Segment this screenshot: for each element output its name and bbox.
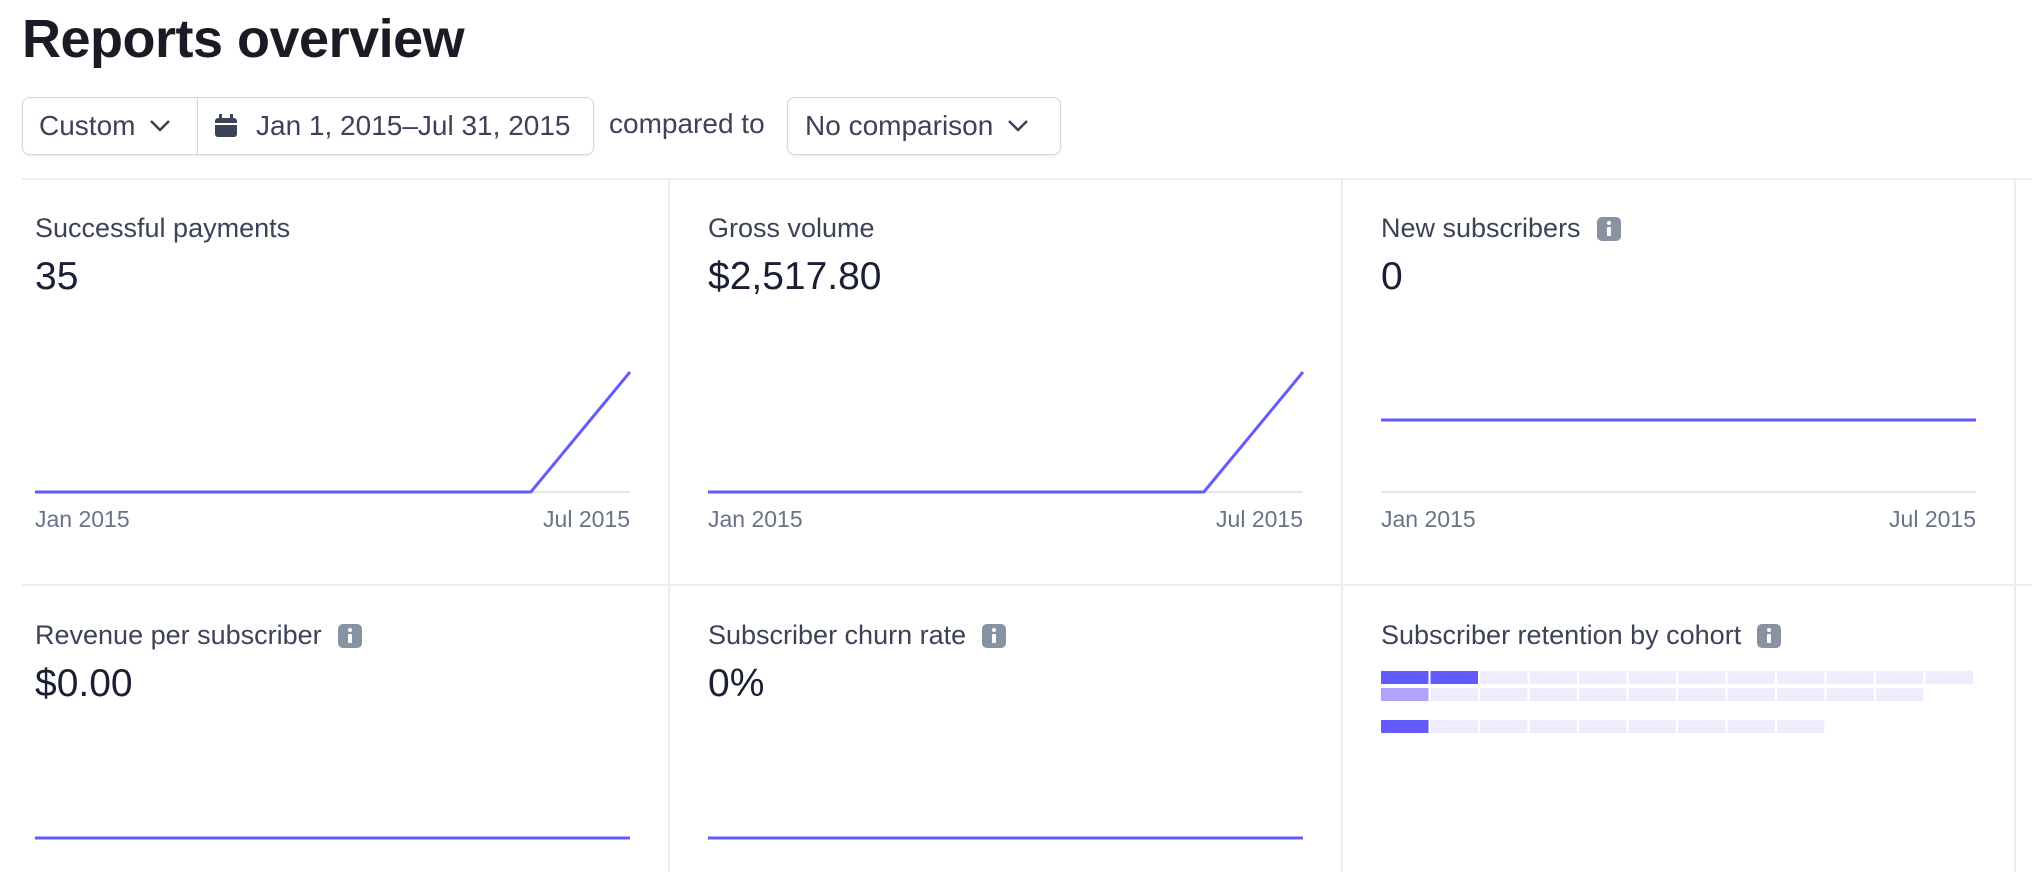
cohort-cell (1925, 671, 1973, 684)
cohort-cell (1628, 688, 1676, 701)
x-axis-label: Jan 2015 (1381, 506, 1476, 532)
info-icon (1596, 216, 1621, 241)
cohort-cell (1727, 688, 1775, 701)
card-label: New subscribers (1381, 213, 1621, 244)
card-value: 35 (35, 255, 79, 298)
cohort-cell (1777, 671, 1825, 684)
compared-label: compared to (609, 108, 765, 139)
sparkline (35, 371, 632, 494)
cohort-cell (1529, 688, 1577, 701)
cohort-cell (1727, 720, 1775, 733)
cohort-cell (1876, 688, 1924, 701)
cohort-cell (1579, 671, 1627, 684)
x-axis-label: Jul 2015 (543, 506, 630, 532)
card-label-text: Revenue per subscriber (35, 620, 322, 650)
card-value: $0.00 (35, 662, 133, 705)
chevron-icon (1008, 120, 1029, 132)
page-title: Reports overview (22, 9, 465, 69)
card-label: Subscriber churn rate (708, 620, 1007, 651)
comparison-text: No comparison (805, 110, 994, 141)
cohort-cell (1678, 720, 1726, 733)
sparkline-chart (708, 371, 1305, 494)
card-label-text: New subscribers (1381, 213, 1581, 243)
cohort-cell (1826, 671, 1874, 684)
card-label: Gross volume (708, 213, 875, 244)
cohort-grid (1381, 671, 1973, 733)
cohort-cell (1628, 720, 1676, 733)
cohort-cell (1480, 720, 1528, 733)
cohort-cell (1628, 671, 1676, 684)
cohort-cell (1727, 671, 1775, 684)
cohort-cell (1876, 671, 1924, 684)
cohort-cell (1381, 671, 1429, 684)
date-range-button[interactable]: Jan 1, 2015–Jul 31, 2015 (197, 97, 594, 155)
x-axis-label: Jul 2015 (1889, 506, 1976, 532)
cohort-cell (1826, 688, 1874, 701)
cohort-cell (1777, 688, 1825, 701)
cohort-cell (1381, 688, 1429, 701)
card-value: $2,517.80 (708, 255, 882, 298)
divider (1341, 179, 1343, 872)
card-value: 0 (1381, 255, 1403, 298)
x-axis-label: Jul 2015 (1216, 506, 1303, 532)
period-text: Custom (39, 110, 136, 141)
info-icon (1757, 623, 1782, 648)
info-icon (982, 623, 1007, 648)
cohort-cell (1430, 720, 1478, 733)
card-label: Revenue per subscriber (35, 620, 362, 651)
cohort-cell (1777, 720, 1825, 733)
cohort-cell (1381, 720, 1429, 733)
card-label-text: Successful payments (35, 213, 291, 243)
card-value: 0% (708, 662, 765, 705)
cohort-cell (1430, 688, 1478, 701)
card-label-text: Subscriber retention by cohort (1381, 620, 1742, 650)
cohort-cell (1678, 671, 1726, 684)
comparison-dropdown[interactable]: No comparison (787, 97, 1061, 155)
x-axis-label: Jan 2015 (35, 506, 130, 532)
x-axis-label: Jan 2015 (708, 506, 803, 532)
sparkline-chart (35, 371, 632, 494)
chevron-icon (150, 120, 171, 132)
divider (22, 584, 2032, 586)
sparkline (708, 371, 1305, 494)
divider (2014, 179, 2016, 872)
card-label: Successful payments (35, 213, 290, 244)
card-label-text: Gross volume (708, 213, 875, 243)
cohort-cell (1430, 671, 1478, 684)
cohort-cell (1579, 720, 1627, 733)
info-icon (337, 623, 362, 648)
date-range-text: Jan 1, 2015–Jul 31, 2015 (256, 110, 571, 141)
sparkline-chart (708, 836, 1303, 840)
cohort-cell (1480, 688, 1528, 701)
period-dropdown[interactable]: Custom (22, 97, 198, 155)
sparkline-chart (35, 836, 630, 840)
cohort-cell (1579, 688, 1627, 701)
divider (668, 179, 670, 872)
cohort-cell (1529, 671, 1577, 684)
sparkline-chart (1381, 418, 1976, 493)
card-label: Subscriber retention by cohort (1381, 620, 1782, 651)
calendar-icon (215, 114, 237, 137)
card-label-text: Subscriber churn rate (708, 620, 967, 650)
cohort-cell (1480, 671, 1528, 684)
cohort-cell (1678, 688, 1726, 701)
cohort-cell (1529, 720, 1577, 733)
divider (22, 178, 2032, 180)
